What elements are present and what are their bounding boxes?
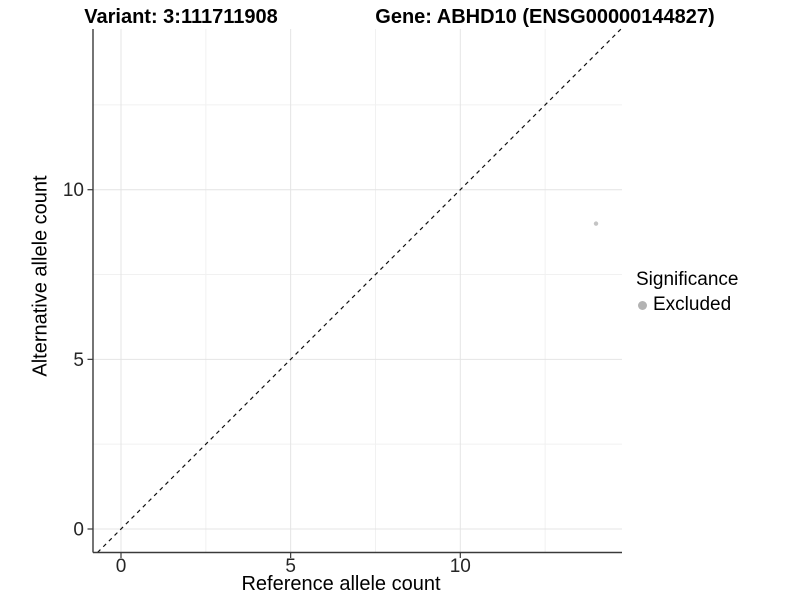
legend: Significance Excluded (636, 269, 738, 316)
x-tick-label: 5 (285, 556, 296, 577)
data-point (593, 221, 599, 226)
y-axis-title: Alternative allele count (29, 175, 52, 377)
plot-title-variant: Variant: 3:111711908 (84, 6, 278, 28)
plot-title-gene: Gene: ABHD10 (ENSG00000144827) (375, 6, 715, 28)
y-tick-label: 0 (73, 520, 84, 541)
legend-item-excluded: Excluded (638, 294, 738, 316)
x-axis-title: Reference allele count (241, 573, 441, 595)
y-tick-label: 5 (73, 350, 84, 371)
legend-title: Significance (636, 269, 739, 290)
identity-reference-line (97, 28, 622, 553)
x-tick-label: 10 (450, 556, 471, 577)
legend-item-label: Excluded (653, 294, 732, 315)
y-tick-label: 10 (63, 180, 84, 201)
legend-key-dot-icon (638, 300, 647, 310)
x-tick-label: 0 (116, 556, 127, 577)
